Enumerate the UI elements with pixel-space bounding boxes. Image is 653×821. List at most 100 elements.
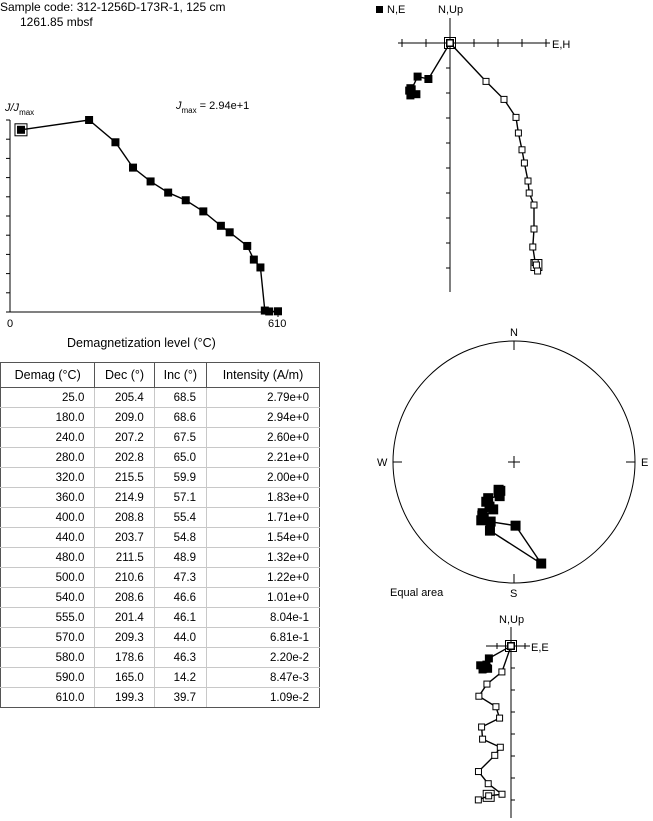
table-cell: 57.1 [153,487,207,508]
table-row: 610.0 199.3 39.7 1.09e-2 [0,687,321,708]
zij-ne-vertical-point [534,267,542,275]
table-cell: 65.0 [153,447,207,468]
zij-ne-ticks [401,39,547,269]
decay-y-ticks [6,119,10,313]
table-cell: 180.0 [0,407,96,428]
table-cell: 46.1 [153,607,207,628]
table-cell: 47.3 [153,567,207,588]
table-cell: 46.6 [153,587,207,608]
decay-x-tick-0: 0 [7,318,13,330]
zij-ee-vertical-point [492,703,500,711]
stereonet-e-label: E [641,457,648,469]
decay-point [216,221,225,230]
col-header-inc: Inc (°) [153,362,207,388]
stereonet-point [536,558,547,569]
decay-point [265,307,274,316]
table-cell: 67.5 [153,427,207,448]
table-cell: 1.22e+0 [205,567,321,588]
zij-ne-endpoint-marker [444,37,456,49]
table-row: 540.0 208.6 46.6 1.01e+0 [0,587,321,608]
zij-ee-vertical-point [474,768,482,776]
table-cell: 210.6 [94,567,155,588]
table-cell: 209.0 [94,407,155,428]
table-cell: 214.9 [94,487,155,508]
table-cell: 8.47e-3 [205,667,321,688]
table-cell: 590.0 [0,667,96,688]
table-cell: 1.54e+0 [205,527,321,548]
zij-ee-vertical-point [498,668,506,676]
zij-ne-vertical-point [525,189,533,197]
zij-ne-up-label: N,Up [438,4,463,16]
zij-ee-vertical-point [491,751,499,759]
table-row: 570.0 209.3 44.0 6.81e-1 [0,627,321,648]
table-cell: 2.00e+0 [205,467,321,488]
table-cell: 25.0 [0,387,96,408]
table-cell: 280.0 [0,447,96,468]
stereonet-point [510,520,521,531]
stereonet-point [494,491,505,502]
decay-point [249,255,258,264]
table-cell: 2.94e+0 [205,407,321,428]
decay-point [181,196,190,205]
zij-ne-horizontal-point [407,85,416,94]
stereonet-point [484,525,495,536]
table-row: 580.0 178.6 46.3 2.20e-2 [0,647,321,668]
table-cell: 8.04e-1 [205,607,321,628]
table-cell: 1.83e+0 [205,487,321,508]
table-cell: 2.60e+0 [205,427,321,448]
zij-ne-vertical-point [512,113,520,121]
table-cell: 6.81e-1 [205,627,321,648]
table-cell: 39.7 [153,687,207,708]
col-header-intensity: Intensity (A/m) [205,362,321,388]
stereonet-point [488,504,499,515]
zij-ee-vertical-point [484,780,492,788]
stereonet-n-label: N [510,327,518,339]
table-cell: 440.0 [0,527,96,548]
table-cell: 580.0 [0,647,96,668]
table-cell: 1.32e+0 [205,547,321,568]
sample-code: Sample code: 312-1256D-173R-1, 125 cm [0,0,226,14]
table-cell: 209.3 [94,627,155,648]
table-cell: 540.0 [0,587,96,608]
zij-ee-vertical-point [496,743,504,751]
decay-point [243,241,252,250]
zij-ee-horizontal-point [479,664,488,673]
zij-ne-horizontal-point [424,75,433,83]
zij-ee-vertical-point [485,792,493,800]
table-row: 25.0 205.4 68.5 2.79e+0 [0,387,321,408]
stereonet-point [476,515,487,526]
decay-y-label: J/Jmax [4,102,34,117]
zij-ee-up-label: N,Up [499,614,524,626]
table-cell: 211.5 [94,547,155,568]
table-cell: 14.2 [153,667,207,688]
zij-ne-eh-label: E,H [552,39,570,51]
table-cell: 240.0 [0,427,96,448]
table-cell: 59.9 [153,467,207,488]
table-cell: 570.0 [0,627,96,648]
zij-ne-vertical-point [446,39,454,47]
table-cell: 44.0 [153,627,207,648]
decay-point [146,177,155,186]
jmax-label: Jmax = 2.94e+1 [175,100,249,115]
table-cell: 55.4 [153,507,207,528]
col-header-dec: Dec (°) [94,362,155,388]
table-cell: 48.9 [153,547,207,568]
zij-ee-vertical-point [498,790,506,798]
table-row: 360.0 214.9 57.1 1.83e+0 [0,487,321,508]
decay-point [164,188,173,197]
table-header-row: Demag (°C) Dec (°) Inc (°) Intensity (A/… [0,362,321,388]
table-cell: 208.8 [94,507,155,528]
sample-header: Sample code: 312-1256D-173R-1, 125 cm 12… [0,0,225,30]
zij-ne-legend-label: N,E [387,4,405,16]
table-row: 320.0 215.5 59.9 2.00e+0 [0,467,321,488]
table-cell: 320.0 [0,467,96,488]
table-cell: 1.01e+0 [205,587,321,608]
table-cell: 360.0 [0,487,96,508]
table-cell: 68.6 [153,407,207,428]
zij-ee-vertical-point [478,723,486,731]
zij-ee-vertical-point [475,692,483,700]
decay-point [111,138,120,147]
